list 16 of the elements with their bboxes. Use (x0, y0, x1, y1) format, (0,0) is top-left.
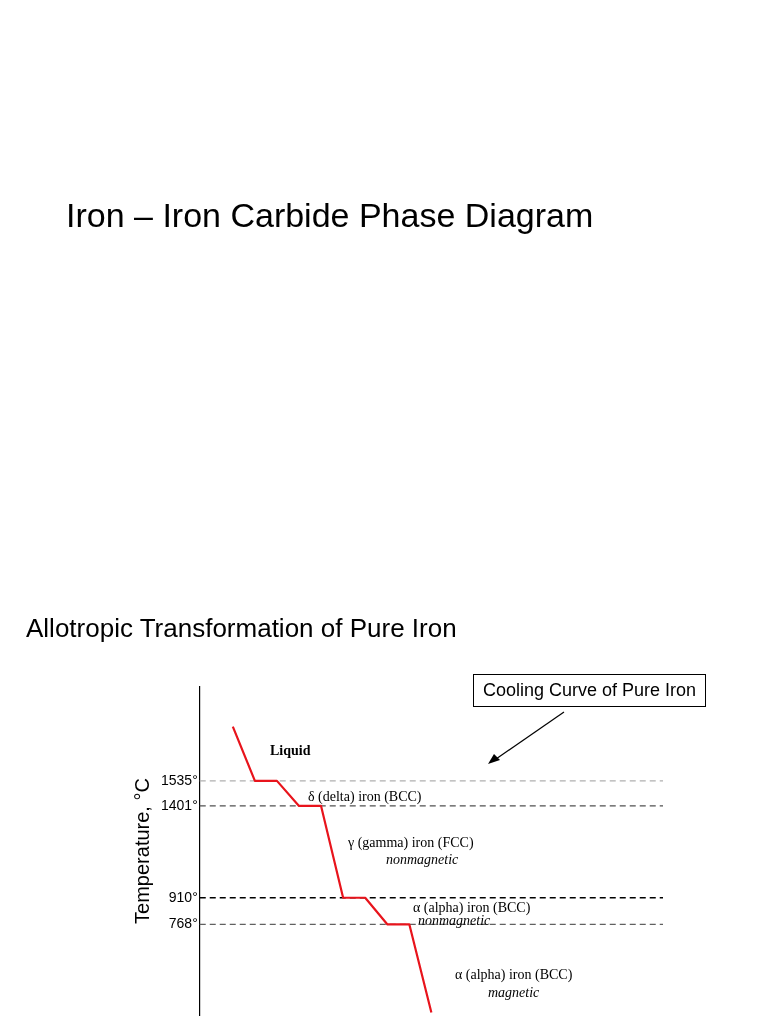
y-tick-label: 1401° (160, 796, 198, 813)
annotation: Liquid (270, 743, 311, 759)
y-tick-label: 768° (168, 915, 198, 932)
annotation: magnetic (488, 985, 540, 1001)
chart-title: Iron – Iron Carbide Phase Diagram (66, 196, 594, 235)
annotation: α (alpha) iron (BCC) (455, 967, 573, 983)
y-axis-title: Temperature, °C (130, 778, 153, 924)
y-tick-label: 910° (168, 888, 198, 905)
annotation: γ (gamma) iron (FCC) (348, 835, 474, 851)
annotation: α (alpha) iron (BCC) (413, 900, 531, 915)
chart-subtitle: Allotropic Transformation of Pure Iron (26, 613, 457, 644)
annotation: Cooling Curve of Pure Iron (473, 674, 707, 707)
y-tick-label: 1535° (160, 771, 198, 788)
annotation: nonmagnetic (418, 913, 491, 929)
annotation: δ (delta) iron (BCC) (308, 789, 422, 805)
annotation: nonmagnetic (386, 852, 459, 868)
